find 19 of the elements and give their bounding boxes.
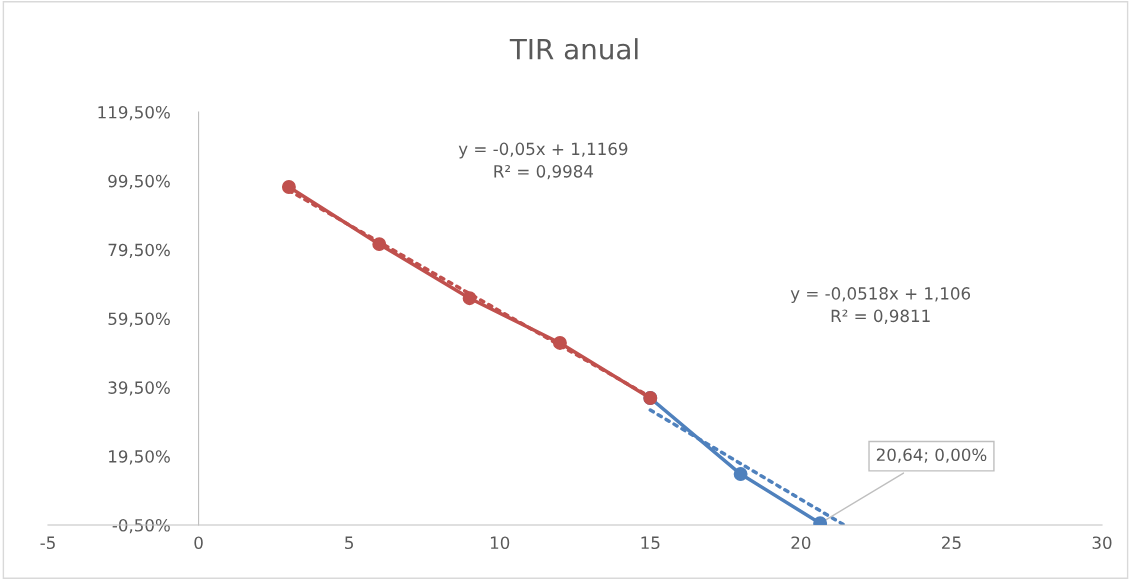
y-tick-label: 19,50%	[109, 450, 170, 465]
y-tick-label: 119,50%	[98, 105, 170, 121]
annotation: y = -0,05x + 1,1169 R² = 0,9984	[458, 142, 628, 180]
y-tick-label: 79,50%	[108, 243, 170, 258]
x-tick-label: 20	[791, 536, 811, 550]
y-tick-label: -0,50%	[112, 518, 170, 534]
x-tick-label: 25	[942, 536, 961, 550]
x-tick-label: 0	[194, 536, 203, 550]
annotation: 20,64; 0,00%	[876, 448, 987, 463]
x-tick-label: -5	[40, 536, 55, 550]
x-tick-label: 30	[1092, 536, 1112, 550]
y-tick-label: 99,50%	[108, 174, 170, 190]
x-tick-label: 15	[641, 536, 660, 550]
chart-title: TIR anual	[509, 38, 638, 60]
annotation: y = -0,0518x + 1,106 R² = 0,9811	[790, 287, 971, 324]
x-tick-label: 10	[490, 536, 510, 550]
y-tick-label: 59,50%	[108, 312, 170, 327]
y-tick-label: 39,50%	[108, 381, 170, 396]
x-tick-label: 5	[345, 536, 353, 550]
